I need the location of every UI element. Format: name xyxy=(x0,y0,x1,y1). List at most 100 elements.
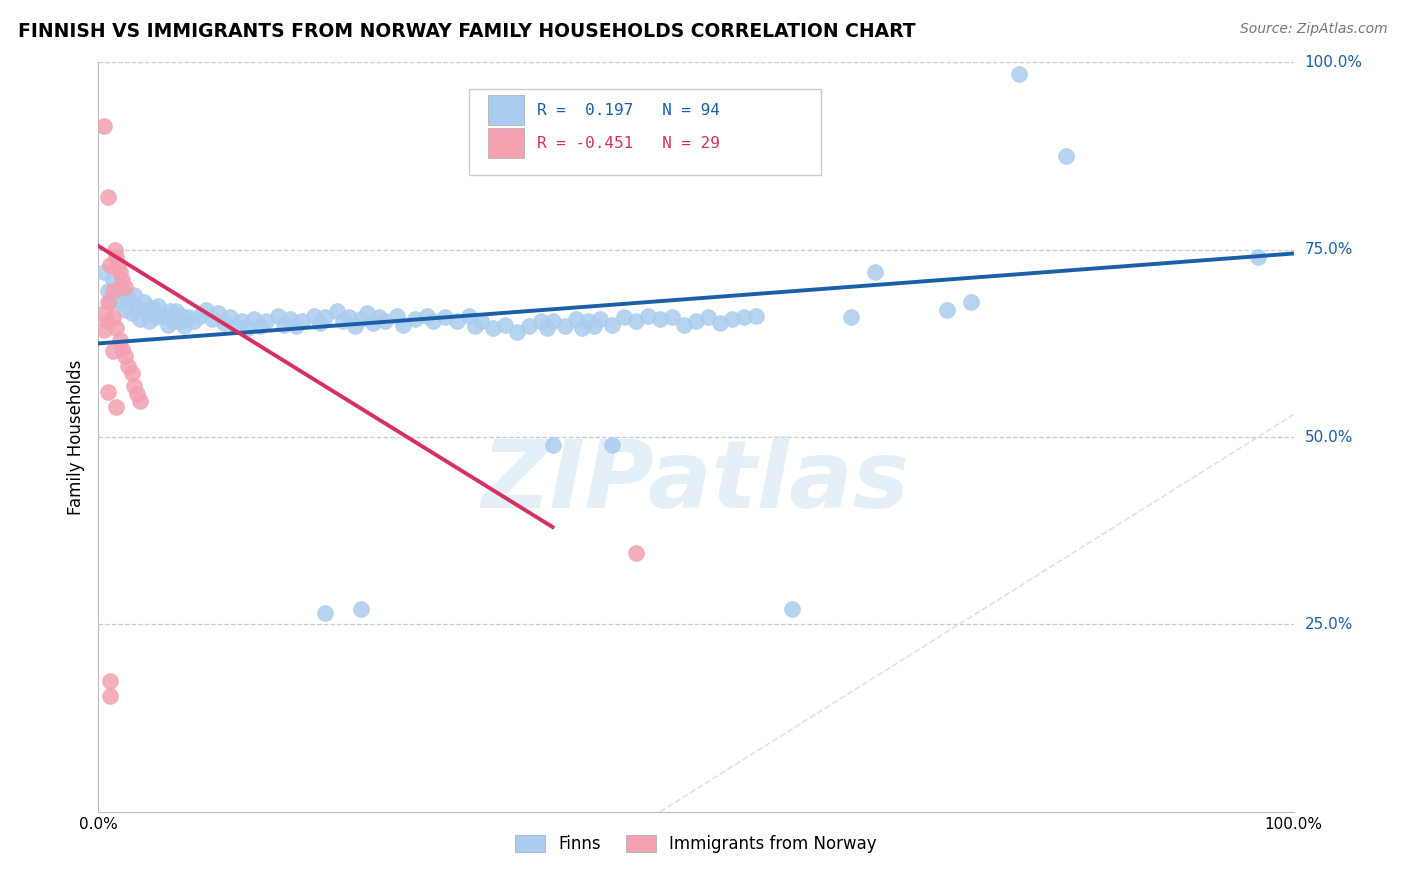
Point xyxy=(108,295,131,310)
Point xyxy=(374,314,396,328)
Text: 25.0%: 25.0% xyxy=(1305,617,1353,632)
Point xyxy=(225,319,247,334)
Point xyxy=(745,309,768,323)
Point xyxy=(613,310,636,325)
Point xyxy=(172,309,194,323)
Point xyxy=(93,119,115,133)
Point xyxy=(98,689,122,703)
Point xyxy=(111,343,134,357)
Point xyxy=(624,314,647,328)
Point xyxy=(108,265,131,279)
Point xyxy=(212,316,235,330)
Point xyxy=(464,319,486,334)
Point xyxy=(105,400,128,414)
Point xyxy=(97,385,120,400)
Point xyxy=(108,333,131,347)
Point xyxy=(350,602,373,616)
Point xyxy=(685,314,707,328)
Point xyxy=(169,314,191,328)
Point xyxy=(145,310,167,325)
Point xyxy=(332,314,354,328)
Point xyxy=(124,379,146,393)
Point xyxy=(326,304,349,318)
Point xyxy=(156,318,179,332)
Point xyxy=(368,310,391,325)
Point xyxy=(648,311,672,326)
Point xyxy=(125,386,148,401)
Point xyxy=(470,314,492,328)
Point xyxy=(959,295,981,310)
Point xyxy=(129,311,152,326)
Point xyxy=(219,310,242,325)
Point xyxy=(97,284,120,298)
Point xyxy=(188,309,211,323)
Point xyxy=(284,319,307,334)
Point xyxy=(249,319,271,334)
Point xyxy=(350,311,373,326)
Point xyxy=(98,258,122,272)
Point xyxy=(600,318,623,332)
Point xyxy=(1007,67,1029,81)
Point xyxy=(236,321,259,335)
Point xyxy=(600,437,623,451)
Point xyxy=(554,319,576,334)
Point xyxy=(863,265,886,279)
Point xyxy=(121,306,143,320)
Point xyxy=(416,309,439,323)
Point xyxy=(111,273,134,287)
Point xyxy=(177,310,200,325)
Point xyxy=(273,318,295,332)
Point xyxy=(165,304,187,318)
Point xyxy=(541,437,564,451)
Point xyxy=(661,310,683,325)
Point xyxy=(721,311,744,326)
Point xyxy=(839,310,862,325)
Point xyxy=(494,318,516,332)
Point xyxy=(278,311,301,326)
Point xyxy=(576,314,599,328)
Point xyxy=(404,311,426,326)
Point xyxy=(697,310,720,325)
Point xyxy=(517,319,540,334)
Point xyxy=(117,359,139,373)
Point xyxy=(105,321,128,335)
Point xyxy=(173,319,195,334)
Point xyxy=(433,310,456,325)
Point xyxy=(709,316,731,330)
Point xyxy=(637,309,659,323)
Point xyxy=(138,314,160,328)
Point xyxy=(121,367,143,381)
Point xyxy=(1054,149,1078,163)
Point xyxy=(780,602,803,616)
Point xyxy=(93,265,115,279)
Point xyxy=(583,319,606,334)
Point xyxy=(254,314,277,328)
Point xyxy=(733,310,755,325)
Point xyxy=(529,314,551,328)
Point xyxy=(111,284,134,298)
Point xyxy=(129,394,152,409)
FancyBboxPatch shape xyxy=(488,128,524,159)
Point xyxy=(101,284,124,298)
Text: 50.0%: 50.0% xyxy=(1305,430,1353,444)
Y-axis label: Family Households: Family Households xyxy=(66,359,84,515)
Point xyxy=(458,309,481,323)
FancyBboxPatch shape xyxy=(488,95,524,126)
Point xyxy=(385,309,409,323)
Text: FINNISH VS IMMIGRANTS FROM NORWAY FAMILY HOUSEHOLDS CORRELATION CHART: FINNISH VS IMMIGRANTS FROM NORWAY FAMILY… xyxy=(18,22,915,41)
Point xyxy=(105,250,128,264)
Point xyxy=(363,316,385,330)
Point xyxy=(571,321,593,335)
Point xyxy=(93,306,115,320)
FancyBboxPatch shape xyxy=(470,88,821,175)
Point xyxy=(935,302,957,317)
Point xyxy=(589,311,612,326)
Point xyxy=(201,311,224,326)
Text: R =  0.197   N = 94: R = 0.197 N = 94 xyxy=(537,103,720,118)
Point xyxy=(114,280,136,294)
Point xyxy=(183,314,205,328)
Point xyxy=(98,673,122,688)
Point xyxy=(96,314,118,328)
Point xyxy=(243,311,266,326)
Text: R = -0.451   N = 29: R = -0.451 N = 29 xyxy=(537,136,720,151)
